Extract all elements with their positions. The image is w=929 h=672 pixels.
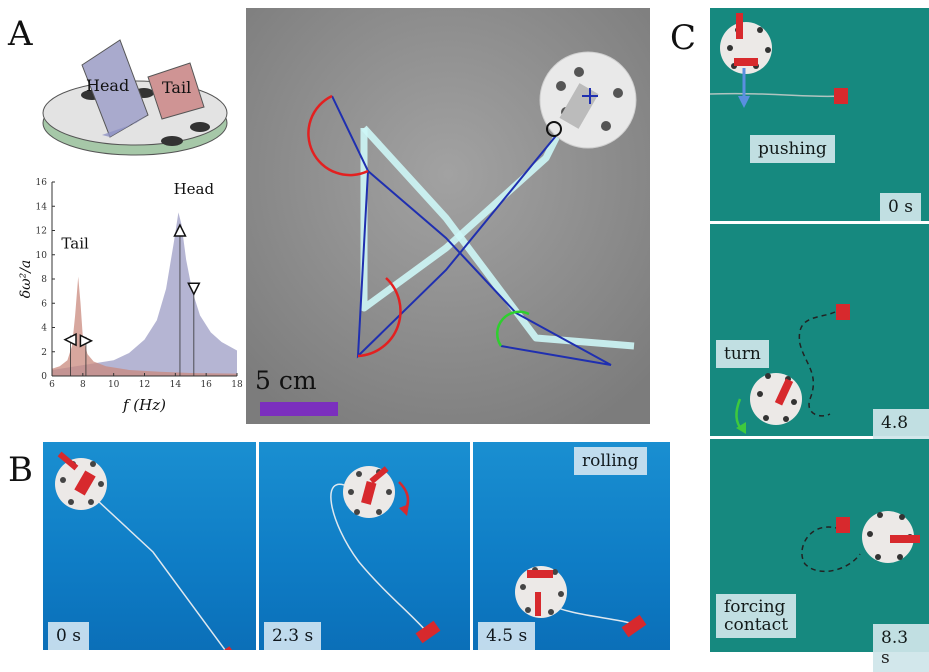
y-tick-label: 8	[41, 275, 47, 285]
device-illustration	[42, 39, 228, 156]
x-axis-label: f (Hz)	[122, 396, 166, 414]
y-tick-label: 12	[36, 227, 47, 237]
x-tick-label: 12	[139, 380, 150, 390]
x-tick-label: 16	[200, 380, 212, 390]
forcing-contact-line2: contact	[724, 615, 789, 635]
time-label-b2: 2.3 s	[264, 622, 322, 650]
rolling-photo-4.5s	[473, 442, 670, 650]
x-tick-label: 18	[231, 380, 243, 390]
marker-triangle-left	[63, 332, 77, 347]
time-label-c1: 0 s	[880, 193, 921, 221]
x-tick-label: 10	[108, 380, 120, 390]
forcing-contact-tag: forcing contact	[716, 594, 797, 638]
rolling-photo-0s	[43, 442, 256, 650]
panel-label-b: B	[8, 450, 33, 490]
spectrum-chart: 6 8 10 12 14 16 18 0 2 4 6 8 10 12 14 16 Tail Head f (Hz) δ…	[18, 178, 243, 414]
x-tick-label: 6	[49, 380, 55, 390]
trajectory-photo	[246, 8, 650, 424]
turn-tag: turn	[716, 340, 769, 368]
marker-triangle-up	[173, 223, 187, 237]
contact-photo-4.8s	[710, 224, 929, 436]
y-tick-label: 4	[41, 324, 47, 334]
tail-flap-label: Tail	[162, 78, 192, 97]
panel-label-c: C	[670, 18, 697, 58]
rolling-photo-2.3s	[259, 442, 470, 650]
scale-bar	[260, 402, 338, 416]
contact-photo-0s	[710, 8, 929, 221]
y-tick-label: 10	[36, 251, 48, 261]
time-label-c3: 8.3 s	[873, 624, 929, 672]
y-tick-label: 16	[36, 178, 48, 188]
rolling-tag: rolling	[574, 447, 647, 475]
y-tick-label: 0	[41, 372, 47, 382]
marker-triangle-right	[79, 334, 94, 348]
pushing-tag: pushing	[750, 135, 835, 163]
marker-triangle-down	[187, 282, 201, 296]
y-tick-label: 2	[41, 348, 47, 358]
forcing-contact-line1: forcing	[724, 597, 786, 617]
x-tick-label: 14	[170, 380, 182, 390]
y-axis-label: δω²/a	[18, 260, 34, 299]
panel-label-a: A	[8, 14, 33, 54]
annotation-head: Head	[174, 180, 215, 198]
x-tick-label: 8	[80, 380, 86, 390]
head-flap-label: Head	[86, 76, 130, 95]
scale-bar-label: 5 cm	[255, 366, 317, 395]
series-area-head	[52, 212, 237, 376]
time-label-b1: 0 s	[48, 622, 89, 650]
y-tick-label: 6	[41, 299, 47, 309]
annotation-tail: Tail	[61, 235, 89, 253]
time-label-b3: 4.5 s	[478, 622, 536, 650]
y-tick-label: 14	[36, 202, 48, 212]
